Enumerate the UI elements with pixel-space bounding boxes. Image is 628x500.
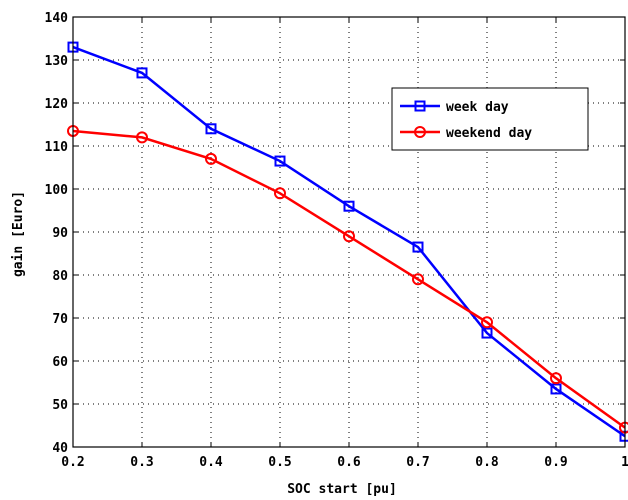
y-tick-label: 70 — [52, 312, 68, 327]
legend-entry: week day — [400, 100, 509, 115]
data-point — [274, 155, 286, 167]
y-tick-label: 40 — [52, 441, 68, 456]
y-tick-label: 110 — [45, 140, 69, 155]
legend: week day weekend day — [391, 87, 589, 151]
data-point — [136, 131, 148, 144]
data-point — [343, 230, 355, 243]
y-tick-label: 90 — [52, 226, 68, 241]
data-point — [550, 372, 562, 385]
y-tick-label: 140 — [45, 11, 69, 26]
legend-marker — [414, 100, 426, 112]
legend-label: week day — [446, 100, 509, 115]
x-axis-ticks: 0.2 0.3 0.4 0.5 0.6 0.7 0.8 0.9 1 — [61, 17, 628, 470]
x-tick-label: 0.7 — [406, 455, 429, 470]
y-axis-ticks: 40 50 60 70 80 90 100 110 120 130 140 — [45, 11, 625, 456]
data-point — [274, 187, 286, 200]
data-point — [205, 152, 217, 165]
data-point — [412, 273, 424, 286]
x-tick-label: 0.6 — [337, 455, 361, 470]
legend-label: weekend day — [446, 126, 532, 141]
data-point — [343, 200, 355, 212]
x-tick-label: 0.4 — [199, 455, 223, 470]
data-point — [205, 123, 217, 135]
y-tick-label: 120 — [45, 97, 69, 112]
legend-marker — [414, 126, 426, 138]
data-point — [550, 383, 562, 395]
x-tick-label: 1 — [621, 455, 628, 470]
data-point — [412, 241, 424, 253]
series-weekend-day — [67, 124, 628, 434]
legend-items: week day weekend day — [400, 100, 532, 141]
y-tick-label: 50 — [52, 398, 68, 413]
y-tick-label: 130 — [45, 54, 69, 69]
series-line — [72, 129, 626, 429]
plot-frame — [72, 16, 626, 448]
y-tick-label: 80 — [52, 269, 68, 284]
x-tick-label: 0.8 — [475, 455, 499, 470]
legend-box — [391, 87, 589, 151]
data-point — [481, 327, 493, 339]
y-axis-label: gain [Euro] — [11, 191, 26, 277]
data-point — [136, 67, 148, 79]
x-tick-label: 0.2 — [61, 455, 84, 470]
x-tick-label: 0.3 — [130, 455, 153, 470]
x-tick-label: 0.9 — [544, 455, 567, 470]
y-tick-label: 100 — [45, 183, 69, 198]
legend-entry: weekend day — [400, 126, 532, 141]
x-tick-label: 0.5 — [268, 455, 291, 470]
x-axis-label: SOC start [pu] — [287, 482, 397, 497]
data-point — [481, 316, 493, 329]
y-tick-label: 60 — [52, 355, 68, 370]
series-line — [72, 45, 626, 438]
